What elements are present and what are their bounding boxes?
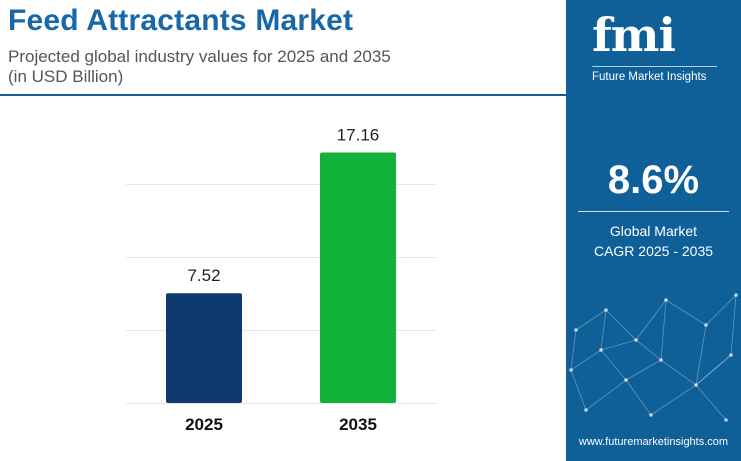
brand-panel: fmi Future Market Insights 8.6% Global M… (566, 0, 741, 461)
subtitle-line-2: (in USD Billion) (8, 67, 124, 86)
logo-wordmark: fmi (592, 8, 676, 62)
data-label-2035: 17.16 (337, 125, 380, 144)
x-tick-label-2025: 2025 (185, 415, 223, 434)
cagr-label-line-1: Global Market (609, 223, 698, 239)
header-divider (0, 94, 566, 96)
cagr-label-line-2: CAGR 2025 - 2035 (593, 243, 714, 259)
logo-tagline: Future Market Insights (592, 71, 707, 83)
logo-divider (592, 66, 717, 67)
page-title: Feed Attractants Market (8, 4, 354, 37)
page-subtitle: Projected global industry values for 202… (8, 47, 391, 87)
website-url: www.futuremarketinsights.com (578, 436, 729, 448)
x-tick-label-2035: 2035 (339, 415, 377, 434)
bar-2035 (320, 152, 396, 403)
network-decoration (569, 293, 738, 422)
bar-chart: 7.52 2025 17.16 2035 (126, 125, 436, 434)
data-label-2025: 7.52 (187, 266, 220, 285)
chart-panel: Feed Attractants Market Projected global… (0, 4, 566, 434)
subtitle-line-1: Projected global industry values for 202… (8, 47, 391, 66)
cagr-divider (578, 211, 729, 212)
bar-2025 (166, 293, 242, 403)
cagr-label: Global Market CAGR 2025 - 2035 (566, 221, 741, 261)
cagr-value: 8.6% (607, 158, 700, 202)
